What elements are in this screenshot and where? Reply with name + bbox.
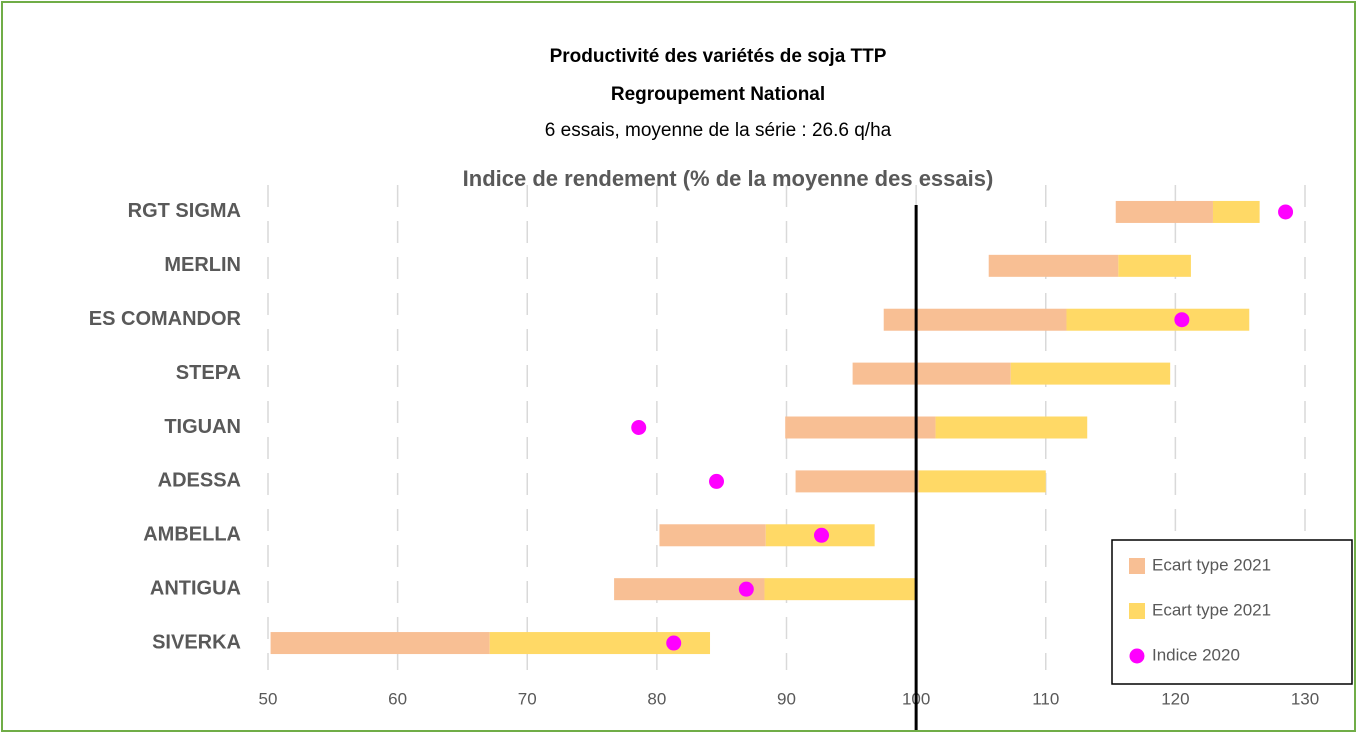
x-tick-label: 70 (518, 689, 537, 708)
chart-subtitle: Regroupement National (611, 84, 825, 105)
range-bar (489, 632, 711, 655)
legend-swatch (1129, 603, 1145, 619)
y-tick-label: ANTIGUA (150, 577, 241, 599)
legend-label: Ecart type 2021 (1152, 600, 1271, 619)
range-bar (883, 308, 1067, 331)
dot (813, 527, 829, 543)
range-bar (1115, 200, 1213, 223)
y-tick-label: STEPA (176, 362, 241, 384)
y-tick-label: ES COMANDOR (89, 308, 242, 330)
y-tick-label: ADESSA (158, 470, 241, 492)
legend-label: Ecart type 2021 (1152, 555, 1271, 574)
x-tick-label: 120 (1161, 689, 1189, 708)
x-tick-label: 110 (1032, 689, 1059, 708)
range-bar (270, 632, 490, 655)
dot (738, 581, 754, 597)
legend-swatch (1129, 648, 1145, 664)
range-bar (659, 524, 766, 547)
axis-title: Indice de rendement (% de la moyenne des… (463, 166, 994, 191)
y-tick-label: SIVERKA (152, 631, 241, 653)
range-bar (1118, 254, 1191, 277)
range-bar (795, 470, 919, 493)
x-tick-label: 130 (1291, 689, 1319, 708)
range-bar (785, 416, 936, 439)
range-bar (614, 578, 765, 601)
range-bar (852, 362, 1011, 385)
dot (666, 635, 682, 651)
y-tick-label: RGT SIGMA (128, 200, 241, 222)
chart-subtitle: 6 essais, moyenne de la série : 26.6 q/h… (545, 120, 892, 141)
y-tick-label: AMBELLA (143, 524, 241, 546)
x-tick-label: 80 (647, 689, 666, 708)
y-tick-label: TIGUAN (164, 416, 241, 438)
x-tick-label: 50 (259, 689, 278, 708)
range-bar (1066, 308, 1250, 331)
legend-label: Indice 2020 (1152, 645, 1240, 664)
legend-swatch (1129, 558, 1145, 574)
range-bar (918, 470, 1046, 493)
dot (1278, 204, 1294, 220)
dot (631, 420, 647, 435)
chart-title: Productivité des variétés de soja TTP (550, 46, 887, 67)
legend-box (1111, 539, 1353, 685)
dot (1174, 312, 1190, 328)
range-bar (988, 254, 1119, 277)
range-bar (1212, 200, 1260, 223)
x-tick-label: 60 (388, 689, 407, 708)
x-tick-label: 90 (777, 689, 796, 708)
y-tick-label: MERLIN (164, 254, 241, 276)
range-bar (764, 578, 918, 601)
range-bar (935, 416, 1088, 439)
range-bar (1010, 362, 1171, 385)
dot (709, 473, 725, 489)
